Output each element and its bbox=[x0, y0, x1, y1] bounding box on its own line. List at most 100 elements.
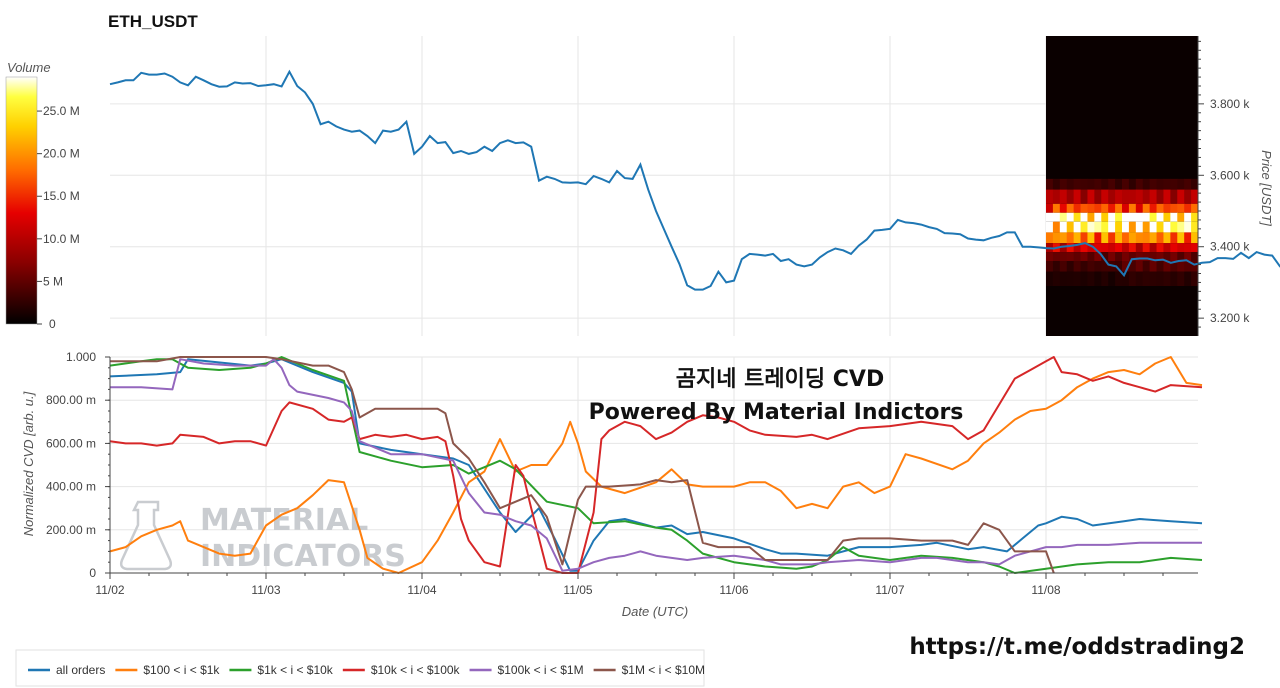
heatmap-cell bbox=[1122, 178, 1130, 190]
heatmap-cell bbox=[1094, 243, 1102, 253]
heatmap-cell bbox=[1080, 252, 1088, 261]
heatmap-cell bbox=[1191, 243, 1199, 253]
heatmap-cell bbox=[1122, 252, 1130, 261]
heatmap-cell bbox=[1191, 271, 1199, 286]
price-line bbox=[109, 69, 1280, 291]
heatmap-cell bbox=[1191, 189, 1199, 204]
heatmap-cell bbox=[1156, 221, 1164, 233]
price-axis-label: Price [USDT] bbox=[1259, 150, 1274, 226]
telegram-link[interactable]: https://t.me/oddstrading2 bbox=[909, 634, 1245, 660]
chart-title: ETH_USDT bbox=[108, 12, 198, 31]
legend-item-label: $100 < i < $1k bbox=[143, 663, 220, 677]
heatmap-cell bbox=[1073, 212, 1082, 222]
heatmap-cell bbox=[1128, 243, 1137, 253]
heatmap-cell bbox=[1108, 203, 1116, 213]
heatmap-cell bbox=[1073, 189, 1082, 204]
heatmap-cell bbox=[1052, 203, 1061, 213]
heatmap-cell bbox=[1163, 178, 1171, 190]
heatmap-cell bbox=[1059, 203, 1068, 213]
heatmap-cell bbox=[1115, 252, 1123, 261]
heatmap-cell bbox=[1163, 252, 1171, 261]
heatmap-cell bbox=[1135, 232, 1144, 244]
heatmap-cell bbox=[1087, 203, 1095, 213]
heatmap-cell bbox=[1066, 252, 1075, 261]
cvd-plot-area bbox=[110, 357, 1198, 573]
heatmap-cell bbox=[1135, 271, 1144, 286]
heatmap-cell bbox=[1094, 189, 1102, 204]
heatmap-cell bbox=[1115, 232, 1123, 244]
colorbar-gradient bbox=[5, 76, 38, 325]
heatmap-cell bbox=[1108, 178, 1116, 190]
heatmap-cell bbox=[1059, 243, 1068, 253]
heatmap-cell bbox=[1122, 212, 1130, 222]
legend-item-label: $1M < i < $10M bbox=[622, 663, 705, 677]
heatmap-cell bbox=[1156, 189, 1164, 204]
watermark-line2: INDICATORS bbox=[200, 539, 406, 574]
heatmap-cell bbox=[1156, 271, 1164, 286]
heatmap-cell bbox=[1156, 178, 1164, 190]
heatmap-cell bbox=[1184, 189, 1192, 204]
heatmap-cell bbox=[1135, 243, 1144, 253]
heatmap-cell bbox=[1122, 261, 1130, 272]
heatmap-cell bbox=[1115, 221, 1123, 233]
heatmap-cell bbox=[1177, 212, 1185, 222]
heatmap-cell bbox=[1066, 243, 1075, 253]
cvd-line-s100k bbox=[110, 358, 1202, 572]
heatmap-cell bbox=[1191, 232, 1199, 244]
heatmap-cell bbox=[1122, 203, 1130, 213]
heatmap-cell bbox=[1080, 178, 1088, 190]
heatmap-cell bbox=[1059, 252, 1068, 261]
heatmap-cell bbox=[1177, 203, 1185, 213]
heatmap-cell bbox=[1052, 212, 1061, 222]
heatmap-cell bbox=[1046, 261, 1054, 272]
heatmap-cell bbox=[1073, 221, 1082, 233]
heatmap-cell bbox=[1163, 261, 1171, 272]
x-tick-label: 11/06 bbox=[719, 583, 748, 597]
volume-colorbar: Volume 0 5 M 10.0 M 15.0 M 20.0 M 25.0 M bbox=[5, 60, 80, 331]
price-tick-label: 3.200 k bbox=[1210, 311, 1250, 325]
heatmap-cell bbox=[1128, 232, 1137, 244]
heatmap-cell bbox=[1115, 203, 1123, 213]
overlay-subtitle: Powered By Material Indictors bbox=[589, 400, 964, 425]
heatmap-cell bbox=[1046, 271, 1054, 286]
cvd-line-s100 bbox=[109, 356, 1203, 574]
heatmap-cell bbox=[1149, 261, 1158, 272]
heatmap-cell bbox=[1128, 271, 1137, 286]
heatmap-cell bbox=[1177, 252, 1185, 261]
heatmap-cell bbox=[1128, 189, 1137, 204]
heatmap-cell bbox=[1087, 271, 1095, 286]
heatmap-cell bbox=[1128, 203, 1137, 213]
heatmap-cell bbox=[1101, 271, 1109, 286]
heatmap-cell bbox=[1108, 189, 1116, 204]
colorbar-tick-label: 0 bbox=[49, 317, 56, 331]
cvd-series-lines bbox=[109, 356, 1203, 574]
heatmap-cell bbox=[1059, 178, 1068, 190]
heatmap-cell bbox=[1122, 232, 1130, 244]
overlay-title: 곰지네 트레이딩 CVD bbox=[676, 367, 884, 392]
heatmap-cell bbox=[1191, 203, 1199, 213]
heatmap-cell bbox=[1046, 178, 1054, 190]
x-tick-label: 11/03 bbox=[251, 583, 280, 597]
heatmap-cell bbox=[1142, 232, 1151, 244]
heatmap-cell bbox=[1066, 261, 1075, 272]
heatmap-cell bbox=[1108, 271, 1116, 286]
heatmap-cell bbox=[1170, 252, 1178, 261]
heatmap-cell bbox=[1135, 203, 1144, 213]
heatmap-cell bbox=[1184, 261, 1192, 272]
heatmap-cell bbox=[1101, 232, 1109, 244]
heatmap-cell bbox=[1094, 212, 1102, 222]
heatmap-cell bbox=[1142, 252, 1151, 261]
heatmap-cell bbox=[1094, 232, 1102, 244]
heatmap-cell bbox=[1149, 212, 1158, 222]
heatmap-cell bbox=[1184, 221, 1192, 233]
heatmap-cell bbox=[1059, 221, 1068, 233]
heatmap-cell bbox=[1108, 212, 1116, 222]
x-tick-label: 11/08 bbox=[1031, 583, 1060, 597]
price-panel: ETH_USDT 3.200 k 3.400 k 3.600 k 3.800 k Pr… bbox=[108, 12, 1280, 336]
heatmap-cell bbox=[1066, 212, 1075, 222]
heatmap-cell bbox=[1170, 261, 1178, 272]
price-axis: 3.200 k 3.400 k 3.600 k 3.800 k bbox=[1197, 36, 1250, 336]
heatmap-cell bbox=[1080, 189, 1088, 204]
heatmap-cell bbox=[1135, 261, 1144, 272]
heatmap-cell bbox=[1094, 203, 1102, 213]
